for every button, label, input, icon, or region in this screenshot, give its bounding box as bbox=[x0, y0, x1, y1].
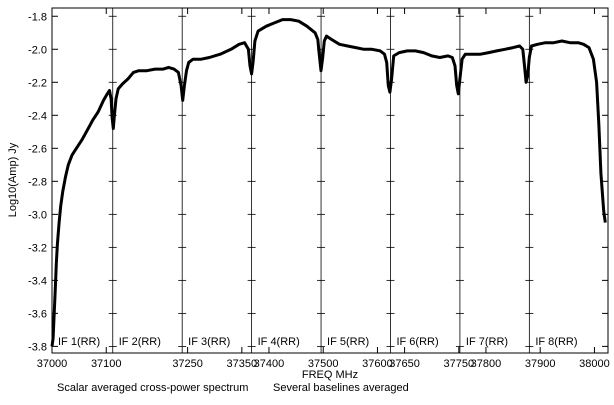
if-panel-label: IF 2(RR) bbox=[119, 336, 161, 348]
series-line bbox=[50, 18, 607, 347]
y-tick-label: -2.6 bbox=[28, 143, 47, 155]
y-tick-label: -2.8 bbox=[28, 176, 47, 188]
x-tick-label: 37600 bbox=[362, 358, 393, 370]
if-panel-label: IF 4(RR) bbox=[258, 336, 300, 348]
y-tick-label: -3.4 bbox=[28, 275, 47, 287]
y-tick-labels: -1.8 -2.0 -2.2 -2.4 -2.6 -2.8 -3.0 -3.2 -3.4 -3.6… bbox=[28, 11, 47, 353]
if-panel-label: IF 5(RR) bbox=[327, 336, 369, 348]
x-tick-label: 37800 bbox=[471, 358, 502, 370]
x-tick-label: 37900 bbox=[525, 358, 556, 370]
if-panel-label: IF 8(RR) bbox=[535, 336, 577, 348]
if-panel-label: IF 1(RR) bbox=[58, 336, 100, 348]
y-tick-label: -3.0 bbox=[28, 209, 47, 221]
x-tick-label: 37350 bbox=[227, 358, 258, 370]
footer-left-text: Scalar averaged cross-power spectrum bbox=[57, 382, 248, 394]
x-tick-label: 37650 bbox=[389, 358, 420, 370]
y-tick-label: -3.8 bbox=[28, 341, 47, 353]
if-panel-label: IF 6(RR) bbox=[396, 336, 438, 348]
y-tick-label: -3.6 bbox=[28, 308, 47, 320]
series-layer bbox=[50, 18, 607, 347]
if-panel-label: IF 7(RR) bbox=[466, 336, 508, 348]
x-tick-label: 37500 bbox=[308, 358, 339, 370]
x-tick-label: 37250 bbox=[172, 358, 203, 370]
plot-frame bbox=[51, 7, 609, 354]
y-tick-label: -3.2 bbox=[28, 242, 47, 254]
y-tick-label: -1.8 bbox=[28, 11, 47, 23]
if-separator-ticks bbox=[108, 15, 534, 347]
x-tick-label: 37750 bbox=[444, 358, 475, 370]
y-axis-label: Log10(Amp) Jy bbox=[7, 142, 19, 217]
y-tick-label: -2.0 bbox=[28, 44, 47, 56]
if-panel-labels: IF 1(RR) IF 2(RR) IF 3(RR) IF 4(RR) IF 5(RR)… bbox=[58, 336, 578, 348]
y-tick-label: -2.4 bbox=[28, 110, 47, 122]
x-tick-label: 37100 bbox=[91, 358, 122, 370]
x-axis-label: FREQ MHz bbox=[302, 369, 358, 381]
footer-right-text: Several baselines averaged bbox=[273, 382, 409, 394]
x-tick-label: 38000 bbox=[579, 358, 610, 370]
if-panel-label: IF 3(RR) bbox=[188, 336, 230, 348]
x-tick-label: 37400 bbox=[254, 358, 285, 370]
axis-ticks bbox=[51, 8, 608, 353]
y-tick-label: -2.2 bbox=[28, 77, 47, 89]
x-tick-label: 37000 bbox=[37, 358, 68, 370]
